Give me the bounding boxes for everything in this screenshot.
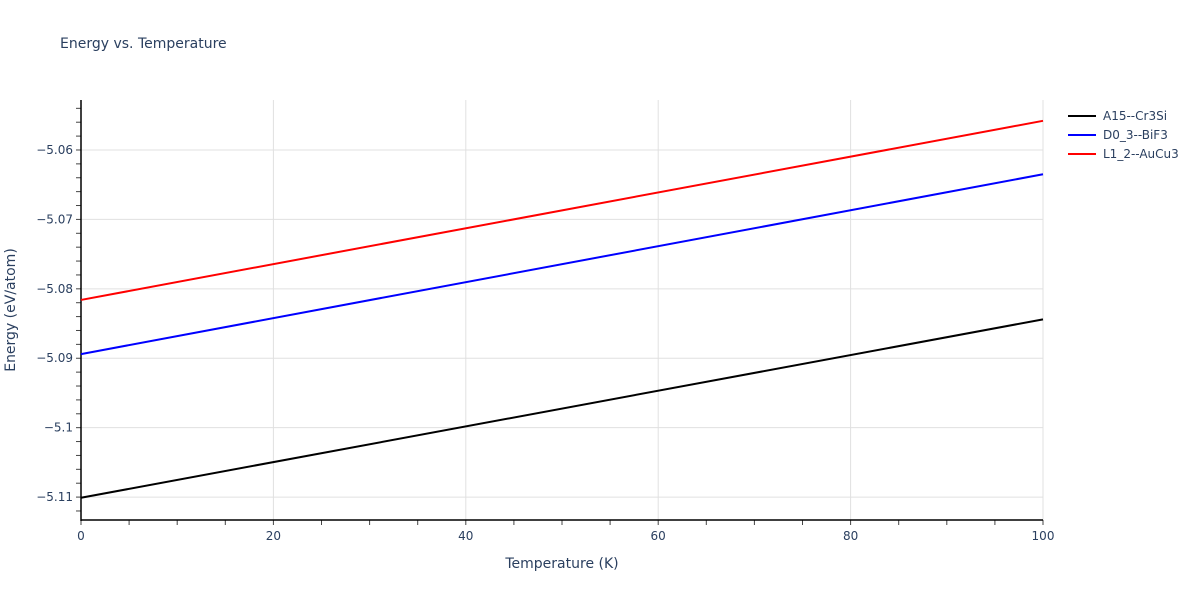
x-tick-label: 100 — [1032, 529, 1055, 543]
legend-label: L1_2--AuCu3 — [1103, 146, 1179, 161]
x-tick-label: 60 — [651, 529, 666, 543]
legend: A15--Cr3Si D0_3--BiF3 L1_2--AuCu3 — [1068, 106, 1179, 163]
x-tick-label: 80 — [843, 529, 858, 543]
series-line[interactable] — [80, 119, 1044, 301]
y-tick-label: −5.08 — [36, 282, 73, 296]
y-tick-label: −5.06 — [36, 143, 73, 157]
legend-label: A15--Cr3Si — [1103, 108, 1168, 123]
series-line[interactable] — [80, 318, 1044, 499]
series-line[interactable] — [80, 173, 1044, 356]
y-tick-label: −5.1 — [44, 421, 73, 435]
legend-item[interactable]: L1_2--AuCu3 — [1068, 144, 1179, 163]
y-tick-label: −5.07 — [36, 212, 73, 226]
y-tick-label: −5.11 — [36, 490, 73, 504]
legend-label: D0_3--BiF3 — [1103, 127, 1168, 142]
x-tick-label: 40 — [458, 529, 473, 543]
legend-swatch-icon — [1068, 114, 1096, 117]
y-axis-title: Energy (eV/atom) — [3, 248, 19, 372]
x-tick-label: 20 — [266, 529, 281, 543]
chart-title: Energy vs. Temperature — [60, 36, 227, 52]
legend-item[interactable]: A15--Cr3Si — [1068, 106, 1179, 125]
y-tick-label: −5.09 — [36, 351, 73, 365]
legend-swatch-icon — [1068, 133, 1096, 136]
x-tick-label: 0 — [77, 529, 85, 543]
legend-swatch-icon — [1068, 152, 1096, 155]
legend-item[interactable]: D0_3--BiF3 — [1068, 125, 1179, 144]
x-axis-title: Temperature (K) — [504, 556, 618, 572]
